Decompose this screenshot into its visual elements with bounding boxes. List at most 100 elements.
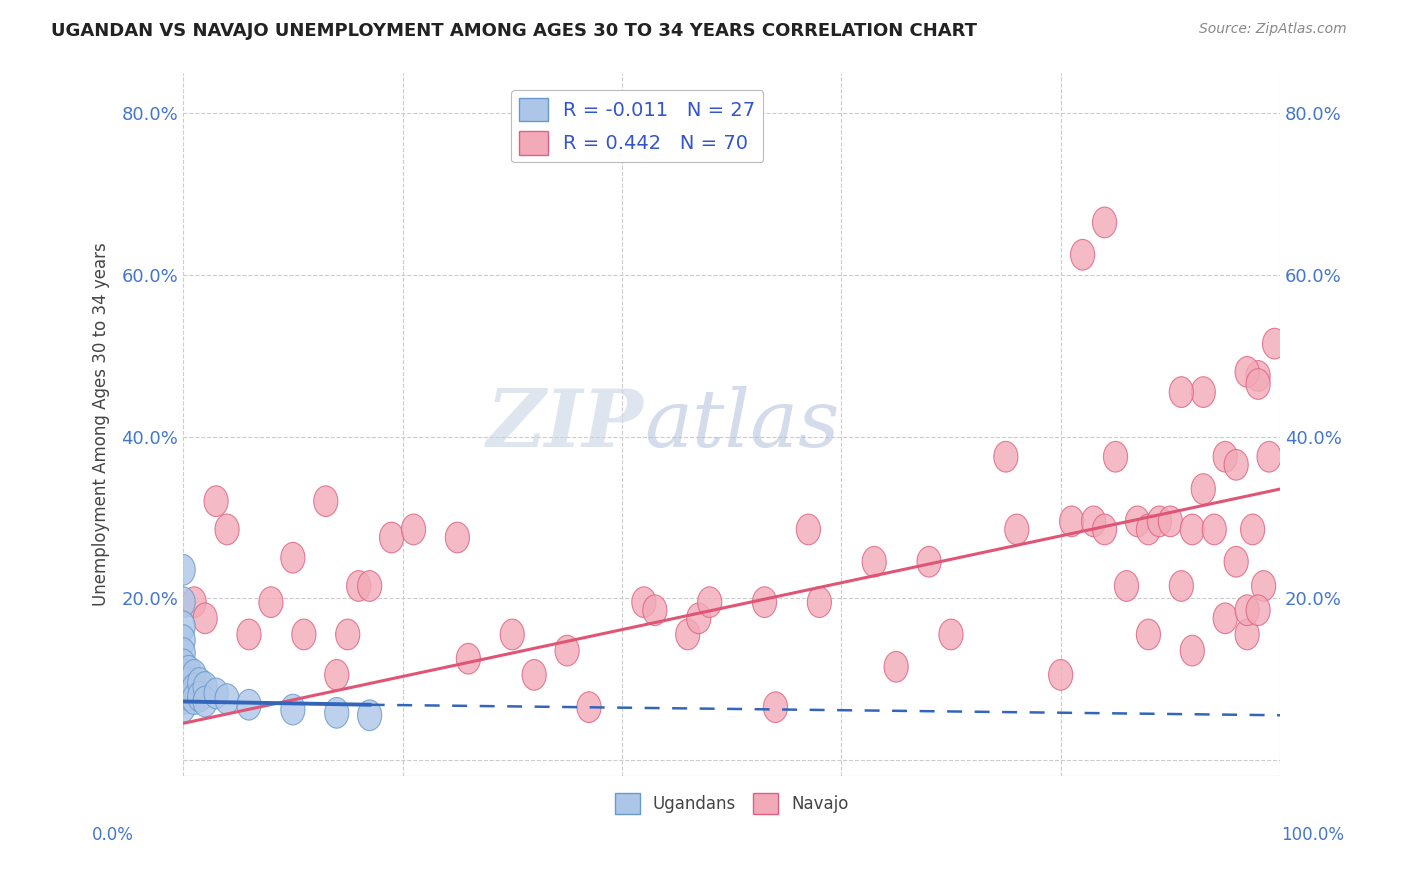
Text: UGANDAN VS NAVAJO UNEMPLOYMENT AMONG AGES 30 TO 34 YEARS CORRELATION CHART: UGANDAN VS NAVAJO UNEMPLOYMENT AMONG AGE…: [51, 22, 977, 40]
Ellipse shape: [215, 514, 239, 545]
Ellipse shape: [183, 659, 207, 690]
Ellipse shape: [1263, 328, 1286, 359]
Ellipse shape: [1202, 514, 1226, 545]
Ellipse shape: [884, 651, 908, 682]
Text: atlas: atlas: [644, 385, 839, 463]
Ellipse shape: [215, 684, 239, 714]
Ellipse shape: [796, 514, 821, 545]
Ellipse shape: [172, 692, 195, 723]
Ellipse shape: [1246, 595, 1270, 625]
Ellipse shape: [172, 638, 195, 668]
Ellipse shape: [631, 587, 657, 617]
Legend: Ugandans, Navajo: Ugandans, Navajo: [607, 787, 855, 821]
Ellipse shape: [446, 522, 470, 553]
Ellipse shape: [1246, 368, 1270, 400]
Ellipse shape: [172, 684, 195, 714]
Text: 100.0%: 100.0%: [1281, 826, 1344, 844]
Ellipse shape: [807, 587, 831, 617]
Ellipse shape: [172, 624, 195, 656]
Ellipse shape: [325, 698, 349, 728]
Ellipse shape: [204, 486, 228, 516]
Ellipse shape: [763, 692, 787, 723]
Ellipse shape: [336, 619, 360, 649]
Ellipse shape: [172, 649, 195, 680]
Ellipse shape: [325, 659, 349, 690]
Ellipse shape: [1234, 595, 1260, 625]
Ellipse shape: [752, 587, 776, 617]
Text: ZIP: ZIP: [486, 385, 644, 463]
Ellipse shape: [1225, 450, 1249, 480]
Ellipse shape: [259, 587, 283, 617]
Ellipse shape: [172, 659, 195, 690]
Ellipse shape: [238, 690, 262, 720]
Ellipse shape: [1125, 506, 1150, 537]
Ellipse shape: [357, 571, 381, 601]
Ellipse shape: [501, 619, 524, 649]
Ellipse shape: [1104, 442, 1128, 472]
Ellipse shape: [555, 635, 579, 666]
Ellipse shape: [1170, 376, 1194, 408]
Ellipse shape: [1234, 357, 1260, 387]
Ellipse shape: [177, 656, 201, 686]
Ellipse shape: [193, 603, 217, 633]
Ellipse shape: [676, 619, 700, 649]
Ellipse shape: [1159, 506, 1182, 537]
Ellipse shape: [1136, 514, 1160, 545]
Ellipse shape: [183, 673, 207, 704]
Ellipse shape: [177, 667, 201, 698]
Ellipse shape: [1234, 619, 1260, 649]
Ellipse shape: [1081, 506, 1105, 537]
Ellipse shape: [1092, 207, 1116, 238]
Ellipse shape: [1180, 635, 1205, 666]
Ellipse shape: [172, 675, 195, 706]
Ellipse shape: [1251, 571, 1275, 601]
Ellipse shape: [172, 667, 195, 698]
Ellipse shape: [1060, 506, 1084, 537]
Ellipse shape: [457, 643, 481, 674]
Ellipse shape: [939, 619, 963, 649]
Ellipse shape: [697, 587, 721, 617]
Ellipse shape: [1170, 571, 1194, 601]
Ellipse shape: [193, 686, 217, 717]
Ellipse shape: [862, 547, 886, 577]
Ellipse shape: [1005, 514, 1029, 545]
Ellipse shape: [183, 684, 207, 714]
Ellipse shape: [193, 672, 217, 702]
Y-axis label: Unemployment Among Ages 30 to 34 years: Unemployment Among Ages 30 to 34 years: [93, 243, 110, 607]
Ellipse shape: [1070, 239, 1095, 270]
Ellipse shape: [204, 678, 228, 709]
Ellipse shape: [917, 547, 941, 577]
Ellipse shape: [1191, 474, 1215, 504]
Ellipse shape: [357, 700, 381, 731]
Ellipse shape: [281, 694, 305, 725]
Ellipse shape: [177, 680, 201, 710]
Ellipse shape: [1225, 547, 1249, 577]
Ellipse shape: [1147, 506, 1171, 537]
Ellipse shape: [1049, 659, 1073, 690]
Ellipse shape: [183, 587, 207, 617]
Ellipse shape: [172, 555, 195, 585]
Ellipse shape: [281, 542, 305, 573]
Ellipse shape: [994, 442, 1018, 472]
Ellipse shape: [522, 659, 547, 690]
Ellipse shape: [1136, 619, 1160, 649]
Ellipse shape: [187, 667, 212, 698]
Ellipse shape: [643, 595, 666, 625]
Text: Source: ZipAtlas.com: Source: ZipAtlas.com: [1199, 22, 1347, 37]
Ellipse shape: [1191, 376, 1215, 408]
Ellipse shape: [292, 619, 316, 649]
Ellipse shape: [1180, 514, 1205, 545]
Ellipse shape: [238, 619, 262, 649]
Ellipse shape: [1092, 514, 1116, 545]
Ellipse shape: [1213, 442, 1237, 472]
Ellipse shape: [1115, 571, 1139, 601]
Ellipse shape: [1246, 360, 1270, 392]
Ellipse shape: [686, 603, 711, 633]
Ellipse shape: [380, 522, 404, 553]
Ellipse shape: [347, 571, 371, 601]
Ellipse shape: [576, 692, 602, 723]
Ellipse shape: [1213, 603, 1237, 633]
Ellipse shape: [402, 514, 426, 545]
Ellipse shape: [1240, 514, 1265, 545]
Ellipse shape: [172, 587, 195, 617]
